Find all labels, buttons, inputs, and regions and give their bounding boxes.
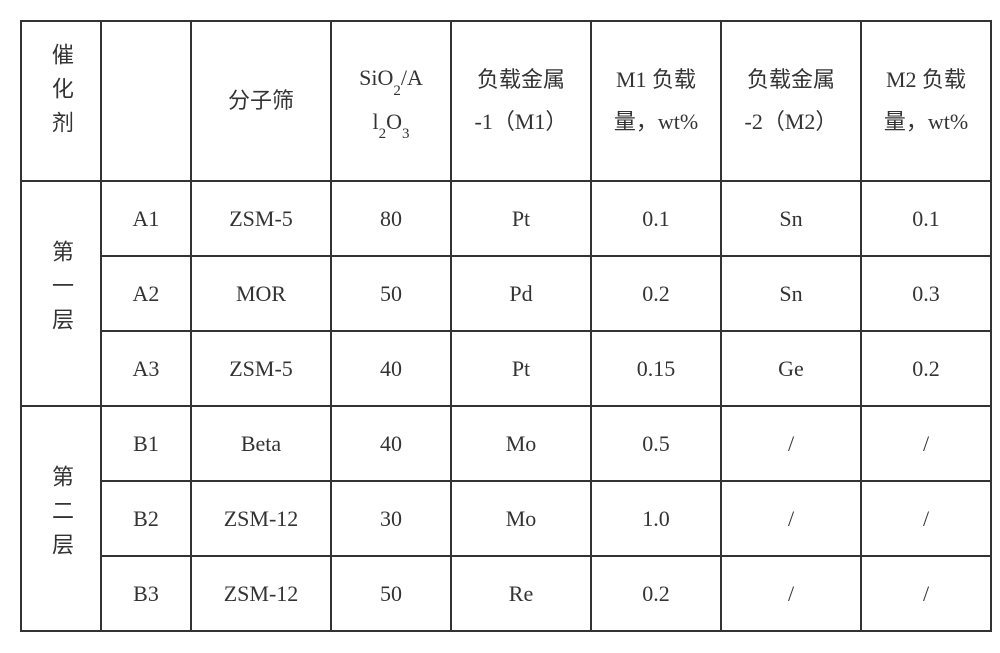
cell-m1load: 0.15 [591,331,721,406]
cell-ratio: 30 [331,481,451,556]
cell-m2: Sn [721,256,861,331]
cell-code: A3 [101,331,191,406]
table-row: A2 MOR 50 Pd 0.2 Sn 0.3 [21,256,991,331]
cell-m1load: 0.1 [591,181,721,256]
cell-m1load: 0.5 [591,406,721,481]
cell-sieve: ZSM-12 [191,556,331,631]
cell-code: A2 [101,256,191,331]
header-sieve: 分子筛 [191,21,331,181]
table-row: 第一层 A1 ZSM-5 80 Pt 0.1 Sn 0.1 [21,181,991,256]
cell-code: B2 [101,481,191,556]
cell-m1: Pt [451,181,591,256]
header-m2: 负载金属 -2（M2） [721,21,861,181]
cell-m2: / [721,406,861,481]
header-code [101,21,191,181]
cell-m2: / [721,556,861,631]
catalyst-table: 催化剂 分子筛 SiO2/A l2O3 负载金属 -1（M1） M1 负载 量，… [20,20,992,632]
cell-ratio: 50 [331,256,451,331]
cell-ratio: 40 [331,331,451,406]
cell-code: A1 [101,181,191,256]
cell-m2: Ge [721,331,861,406]
table-row: A3 ZSM-5 40 Pt 0.15 Ge 0.2 [21,331,991,406]
cell-m1load: 1.0 [591,481,721,556]
cell-m1: Mo [451,481,591,556]
group-label-0: 第一层 [21,181,101,406]
cell-m1: Mo [451,406,591,481]
cell-sieve: MOR [191,256,331,331]
cell-code: B1 [101,406,191,481]
table-row: B3 ZSM-12 50 Re 0.2 / / [21,556,991,631]
cell-sieve: ZSM-5 [191,331,331,406]
header-m1load: M1 负载 量，wt% [591,21,721,181]
cell-ratio: 80 [331,181,451,256]
header-ratio: SiO2/A l2O3 [331,21,451,181]
cell-sieve: ZSM-12 [191,481,331,556]
table-header-row: 催化剂 分子筛 SiO2/A l2O3 负载金属 -1（M1） M1 负载 量，… [21,21,991,181]
table-row: 第二层 B1 Beta 40 Mo 0.5 / / [21,406,991,481]
header-m2load: M2 负载 量，wt% [861,21,991,181]
header-m1: 负载金属 -1（M1） [451,21,591,181]
cell-m2: Sn [721,181,861,256]
cell-m2load: / [861,481,991,556]
cell-m2load: 0.3 [861,256,991,331]
cell-ratio: 50 [331,556,451,631]
cell-m2: / [721,481,861,556]
cell-m1: Re [451,556,591,631]
header-catalyst-text: 催化剂 [40,43,82,145]
cell-m2load: / [861,556,991,631]
cell-sieve: Beta [191,406,331,481]
cell-m1load: 0.2 [591,256,721,331]
cell-m1: Pt [451,331,591,406]
group-label-1: 第二层 [21,406,101,631]
cell-code: B3 [101,556,191,631]
table-row: B2 ZSM-12 30 Mo 1.0 / / [21,481,991,556]
cell-ratio: 40 [331,406,451,481]
cell-m1: Pd [451,256,591,331]
cell-m1load: 0.2 [591,556,721,631]
cell-m2load: / [861,406,991,481]
catalyst-table-container: 催化剂 分子筛 SiO2/A l2O3 负载金属 -1（M1） M1 负载 量，… [20,20,980,632]
cell-m2load: 0.1 [861,181,991,256]
cell-sieve: ZSM-5 [191,181,331,256]
header-catalyst: 催化剂 [21,21,101,181]
cell-m2load: 0.2 [861,331,991,406]
